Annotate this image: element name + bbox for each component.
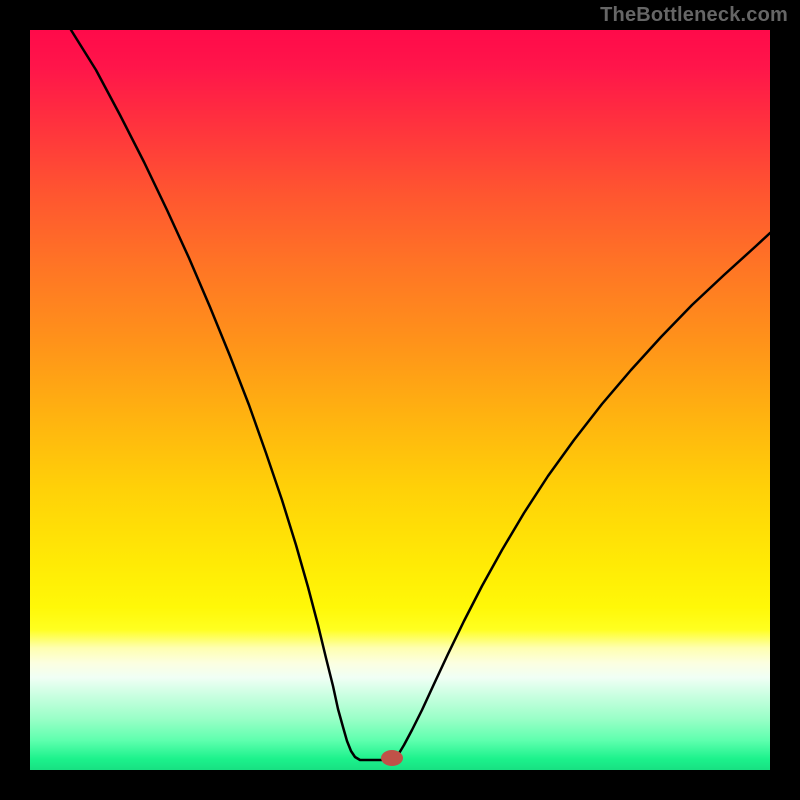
watermark-text: TheBottleneck.com <box>600 4 788 27</box>
bottleneck-chart <box>0 0 800 800</box>
chart-plot-background <box>30 30 770 770</box>
minimum-marker <box>381 750 403 766</box>
